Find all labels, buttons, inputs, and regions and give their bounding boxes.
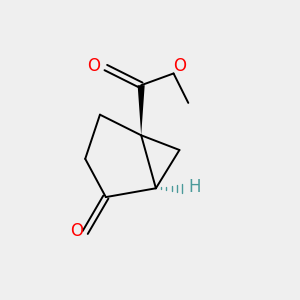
Text: H: H bbox=[188, 178, 200, 196]
Text: O: O bbox=[88, 57, 100, 75]
Text: O: O bbox=[173, 57, 186, 75]
Polygon shape bbox=[138, 85, 145, 135]
Text: O: O bbox=[70, 222, 83, 240]
